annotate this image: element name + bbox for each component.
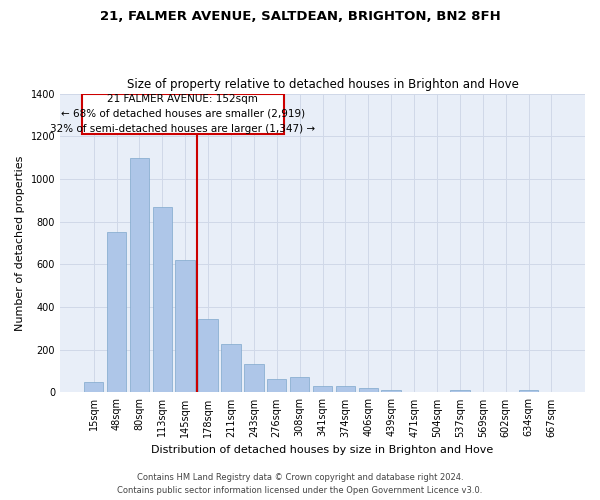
Bar bbox=[290, 378, 310, 392]
Bar bbox=[221, 344, 241, 393]
Bar bbox=[152, 206, 172, 392]
Bar bbox=[244, 364, 263, 392]
Bar bbox=[359, 388, 378, 392]
Title: Size of property relative to detached houses in Brighton and Hove: Size of property relative to detached ho… bbox=[127, 78, 518, 91]
Bar bbox=[335, 386, 355, 392]
Bar bbox=[519, 390, 538, 392]
X-axis label: Distribution of detached houses by size in Brighton and Hove: Distribution of detached houses by size … bbox=[151, 445, 494, 455]
Bar bbox=[175, 260, 195, 392]
Bar bbox=[130, 158, 149, 392]
Bar bbox=[382, 390, 401, 392]
Bar bbox=[107, 232, 126, 392]
Y-axis label: Number of detached properties: Number of detached properties bbox=[15, 156, 25, 330]
Text: 21 FALMER AVENUE: 152sqm
← 68% of detached houses are smaller (2,919)
32% of sem: 21 FALMER AVENUE: 152sqm ← 68% of detach… bbox=[50, 94, 316, 134]
Text: Contains HM Land Registry data © Crown copyright and database right 2024.
Contai: Contains HM Land Registry data © Crown c… bbox=[118, 474, 482, 495]
Text: 21, FALMER AVENUE, SALTDEAN, BRIGHTON, BN2 8FH: 21, FALMER AVENUE, SALTDEAN, BRIGHTON, B… bbox=[100, 10, 500, 23]
Bar bbox=[199, 319, 218, 392]
Bar bbox=[267, 378, 286, 392]
Bar bbox=[450, 390, 470, 392]
Bar bbox=[84, 382, 103, 392]
Bar bbox=[313, 386, 332, 392]
FancyBboxPatch shape bbox=[82, 94, 284, 134]
